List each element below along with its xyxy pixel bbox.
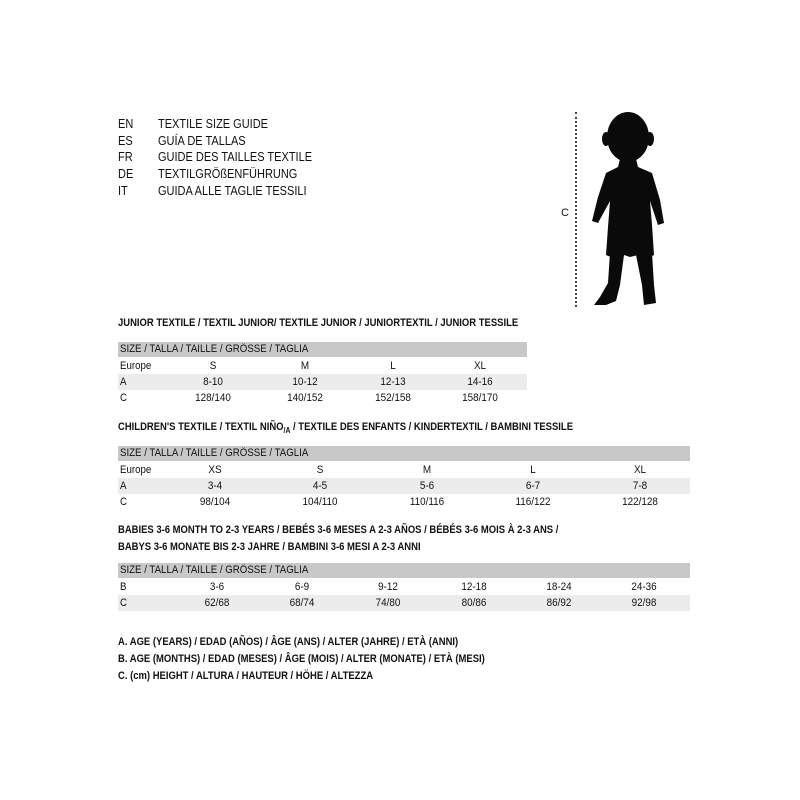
cell: M <box>300 360 310 372</box>
cell: 86/92 <box>546 597 572 609</box>
cell: 24-36 <box>631 581 657 593</box>
lang-code: IT <box>118 184 128 198</box>
cell: 7-8 <box>632 480 648 492</box>
legend-c: C. (cm) HEIGHT / ALTURA / HAUTEUR / HÖHE… <box>118 670 374 682</box>
cell: L <box>530 464 536 476</box>
table-header: SIZE / TALLA / TAILLE / GRÖSSE / TAGLIA <box>118 342 527 357</box>
children-title: CHILDREN'S TEXTILE / TEXTIL NIÑO/A / TEX… <box>118 421 573 435</box>
lang-title: TEXTILE SIZE GUIDE <box>158 117 269 131</box>
legend-a: A. AGE (YEARS) / EDAD (AÑOS) / ÂGE (ANS)… <box>118 636 459 648</box>
cell: 80/86 <box>461 597 487 609</box>
title-text: / TEXTILE DES ENFANTS / KINDERTEXTIL / B… <box>290 421 574 433</box>
cell: 5-6 <box>419 480 435 492</box>
lang-code: FR <box>118 150 133 164</box>
table-row: B 3-6 6-9 9-12 12-18 18-24 24-36 <box>118 579 690 595</box>
cell: S <box>316 464 324 476</box>
title-subscript: /A <box>283 426 291 436</box>
babies-title-line1: BABIES 3-6 MONTH TO 2-3 YEARS / BEBÉS 3-… <box>118 524 559 536</box>
lang-title: GUÍA DE TALLAS <box>158 134 246 148</box>
cell: XL <box>633 464 647 476</box>
lang-code: DE <box>118 167 134 181</box>
lang-title: GUIDA ALLE TAGLIE TESSILI <box>158 184 307 198</box>
cell: 8-10 <box>203 376 223 388</box>
cell: XS <box>208 464 222 476</box>
cell: 158/170 <box>462 392 498 404</box>
cell: 68/74 <box>289 597 315 609</box>
junior-title: JUNIOR TEXTILE / TEXTIL JUNIOR/ TEXTILE … <box>118 317 519 329</box>
cell: 9-12 <box>378 581 398 593</box>
table-row: Europe XS S M L XL <box>118 462 690 478</box>
cell: 128/140 <box>195 392 231 404</box>
table-header: SIZE / TALLA / TAILLE / GRÖSSE / TAGLIA <box>118 446 690 461</box>
table-row: Europe S M L XL <box>118 358 527 374</box>
cell: 104/110 <box>302 496 338 508</box>
row-label: B <box>120 581 127 593</box>
cell: 10-12 <box>292 376 318 388</box>
row-label: Europe <box>120 464 152 476</box>
cell: 12-13 <box>380 376 406 388</box>
row-label: A <box>120 376 127 388</box>
row-label: C <box>120 392 127 404</box>
height-measure-line <box>575 112 577 307</box>
lang-code: EN <box>118 117 134 131</box>
cell: 62/68 <box>204 597 230 609</box>
legend-b: B. AGE (MONTHS) / EDAD (MESES) / ÂGE (MO… <box>118 653 485 665</box>
cell: 116/122 <box>515 496 551 508</box>
cell: 12-18 <box>461 581 487 593</box>
table-header: SIZE / TALLA / TAILLE / GRÖSSE / TAGLIA <box>118 563 690 578</box>
baby-silhouette-icon <box>592 112 664 305</box>
measure-label: C <box>561 207 569 219</box>
table-row: A 8-10 10-12 12-13 14-16 <box>118 374 527 390</box>
cell: XL <box>473 360 487 372</box>
cell: 152/158 <box>375 392 411 404</box>
row-label: C <box>120 597 127 609</box>
junior-size-table: SIZE / TALLA / TAILLE / GRÖSSE / TAGLIA … <box>118 342 527 406</box>
cell: 3-4 <box>207 480 223 492</box>
cell: 4-5 <box>312 480 328 492</box>
babies-title-line2: BABYS 3-6 MONATE BIS 2-3 JAHRE / BAMBINI… <box>118 541 421 553</box>
cell: L <box>390 360 396 372</box>
row-label: Europe <box>120 360 152 372</box>
cell: 3-6 <box>209 581 225 593</box>
title-text: CHILDREN'S TEXTILE / TEXTIL NIÑO <box>118 421 284 433</box>
cell: 140/152 <box>287 392 323 404</box>
cell: 14-16 <box>467 376 493 388</box>
lang-title: GUIDE DES TAILLES TEXTILE <box>158 150 313 164</box>
table-row: C 62/68 68/74 74/80 80/86 86/92 92/98 <box>118 595 690 611</box>
row-label: A <box>120 480 127 492</box>
babies-size-table: SIZE / TALLA / TAILLE / GRÖSSE / TAGLIA … <box>118 563 690 611</box>
children-size-table: SIZE / TALLA / TAILLE / GRÖSSE / TAGLIA … <box>118 446 690 510</box>
cell: 98/104 <box>199 496 231 508</box>
cell: 18-24 <box>546 581 572 593</box>
lang-code: ES <box>118 134 133 148</box>
header-label: SIZE / TALLA / TAILLE / GRÖSSE / TAGLIA <box>120 343 309 355</box>
cell: 74/80 <box>375 597 401 609</box>
cell: 110/116 <box>409 496 445 508</box>
lang-title: TEXTILGRÖßENFÜHRUNG <box>158 167 298 181</box>
cell: S <box>209 360 217 372</box>
header-label: SIZE / TALLA / TAILLE / GRÖSSE / TAGLIA <box>120 564 309 576</box>
cell: 122/128 <box>622 496 658 508</box>
cell: M <box>422 464 432 476</box>
table-row: C 98/104 104/110 110/116 116/122 122/128 <box>118 494 690 510</box>
row-label: C <box>120 496 127 508</box>
table-row: A 3-4 4-5 5-6 6-7 7-8 <box>118 478 690 494</box>
table-row: C 128/140 140/152 152/158 158/170 <box>118 390 527 406</box>
cell: 6-7 <box>525 480 541 492</box>
cell: 6-9 <box>294 581 310 593</box>
header-label: SIZE / TALLA / TAILLE / GRÖSSE / TAGLIA <box>120 447 309 459</box>
cell: 92/98 <box>631 597 657 609</box>
